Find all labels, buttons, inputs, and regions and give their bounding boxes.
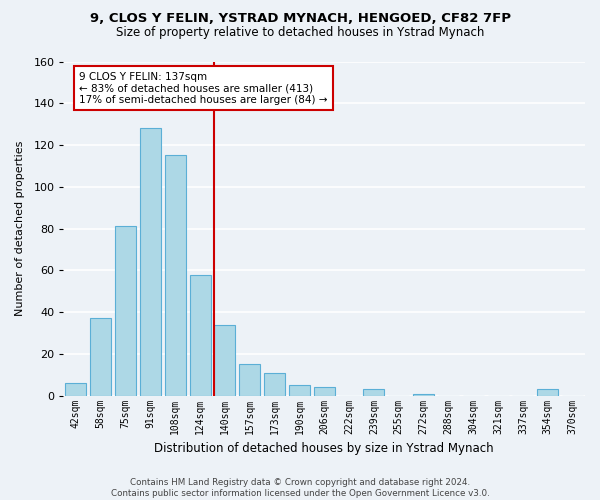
Bar [90, 318, 111, 396]
Text: 9 CLOS Y FELIN: 137sqm
← 83% of detached houses are smaller (413)
17% of semi-de: 9 CLOS Y FELIN: 137sqm ← 83% of detached… [79, 72, 328, 104]
Text: Contains HM Land Registry data © Crown copyright and database right 2024.
Contai: Contains HM Land Registry data © Crown c… [110, 478, 490, 498]
Text: Size of property relative to detached houses in Ystrad Mynach: Size of property relative to detached ho… [116, 26, 484, 39]
Text: 9, CLOS Y FELIN, YSTRAD MYNACH, HENGOED, CF82 7FP: 9, CLOS Y FELIN, YSTRAD MYNACH, HENGOED,… [89, 12, 511, 26]
Bar [214, 324, 235, 396]
Bar [65, 383, 86, 396]
Bar [289, 385, 310, 396]
Bar [115, 226, 136, 396]
Bar [364, 390, 385, 396]
Bar [190, 274, 211, 396]
Bar [140, 128, 161, 396]
Bar [413, 394, 434, 396]
X-axis label: Distribution of detached houses by size in Ystrad Mynach: Distribution of detached houses by size … [154, 442, 494, 455]
Bar [164, 156, 186, 396]
Bar [537, 390, 559, 396]
Y-axis label: Number of detached properties: Number of detached properties [15, 141, 25, 316]
Bar [239, 364, 260, 396]
Bar [264, 372, 285, 396]
Bar [314, 388, 335, 396]
